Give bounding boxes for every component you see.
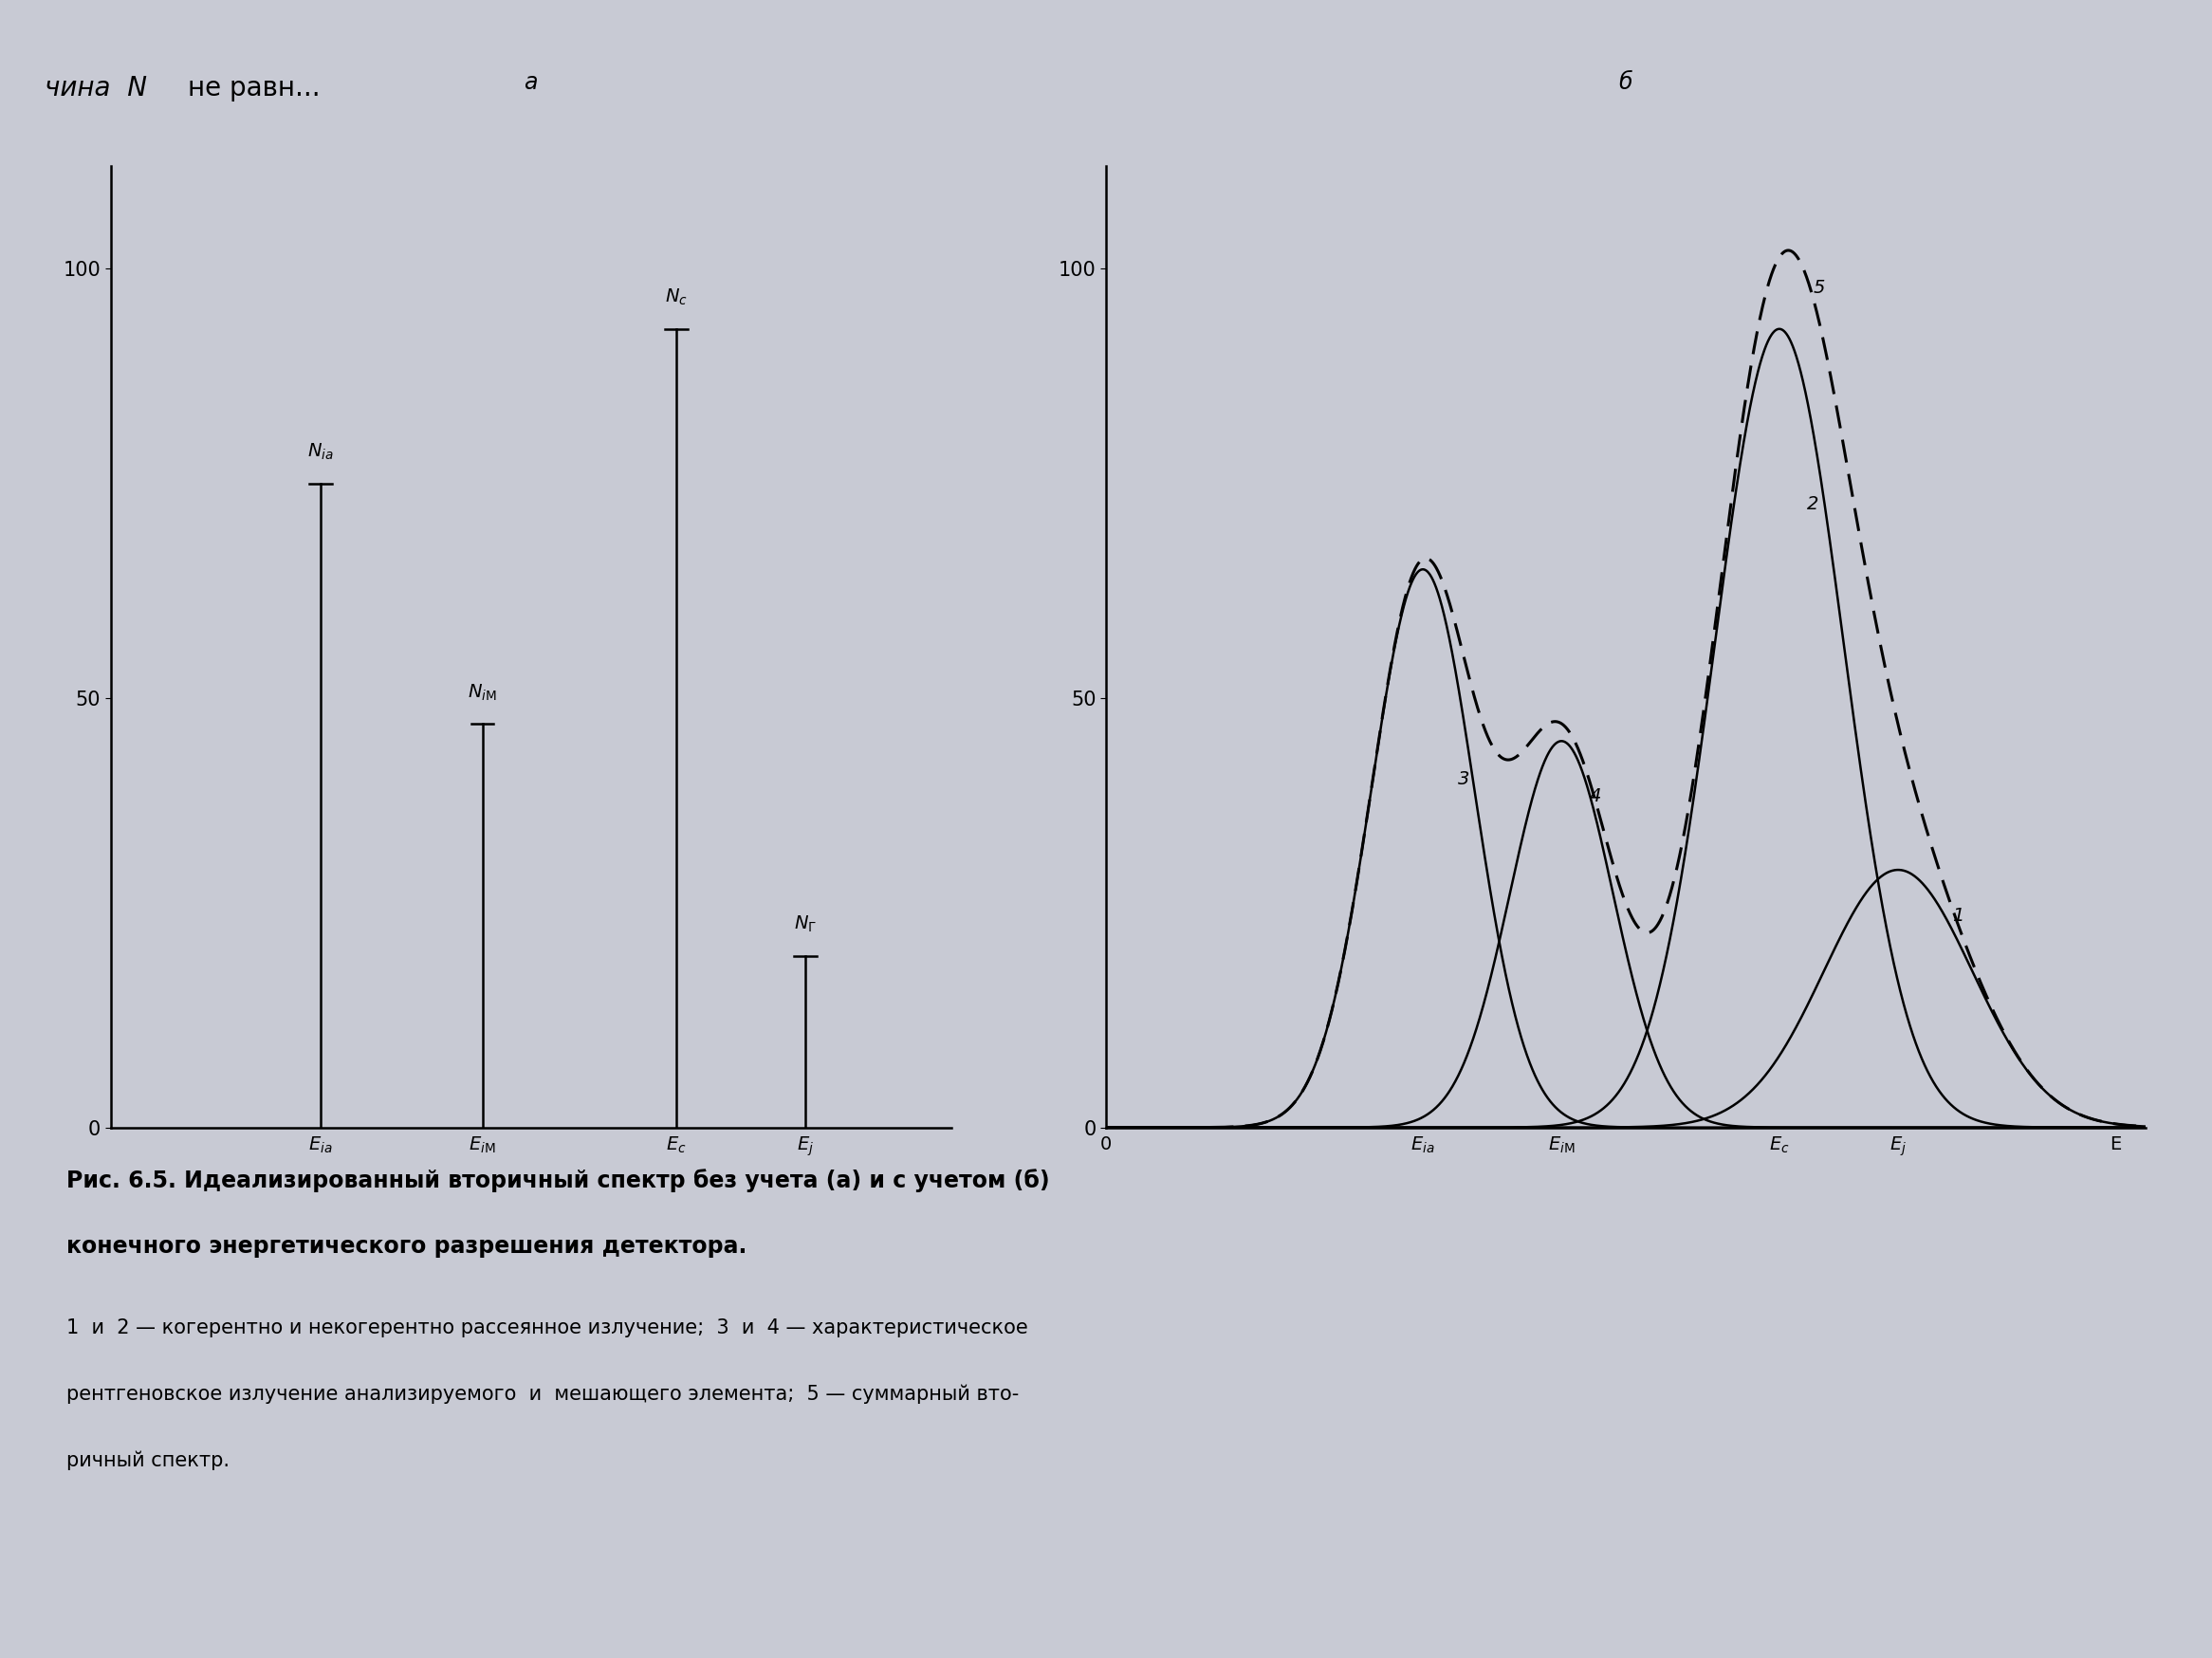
Text: $N_\Gamma$: $N_\Gamma$	[794, 914, 816, 933]
Text: не равн...: не равн...	[188, 75, 321, 101]
Text: б: б	[1619, 71, 1632, 93]
Text: а: а	[524, 71, 538, 93]
Text: 5: 5	[1814, 279, 1825, 297]
Text: 1: 1	[1953, 907, 1964, 925]
Text: 1  и  2 — когерентно и некогерентно рассеянное излучение;  3  и  4 — характерист: 1 и 2 — когерентно и некогерентно рассея…	[66, 1318, 1029, 1336]
Text: $N_{ia}$: $N_{ia}$	[307, 441, 334, 463]
Text: чина  N: чина N	[44, 75, 146, 101]
Text: 2: 2	[1807, 496, 1818, 512]
Text: ричный спектр.: ричный спектр.	[66, 1451, 230, 1471]
Text: конечного энергетического разрешения детектора.: конечного энергетического разрешения дет…	[66, 1235, 748, 1258]
Text: 3: 3	[1458, 769, 1469, 788]
Text: 4: 4	[1588, 788, 1601, 806]
Text: $N_c$: $N_c$	[666, 287, 688, 307]
Text: рентгеновское излучение анализируемого  и  мешающего элемента;  5 — суммарный вт: рентгеновское излучение анализируемого и…	[66, 1384, 1020, 1404]
Text: $N_{i\mathrm{M}}$: $N_{i\mathrm{M}}$	[467, 681, 498, 703]
Text: Рис. 6.5. Идеализированный вторичный спектр без учета (а) и с учетом (б): Рис. 6.5. Идеализированный вторичный спе…	[66, 1169, 1051, 1192]
